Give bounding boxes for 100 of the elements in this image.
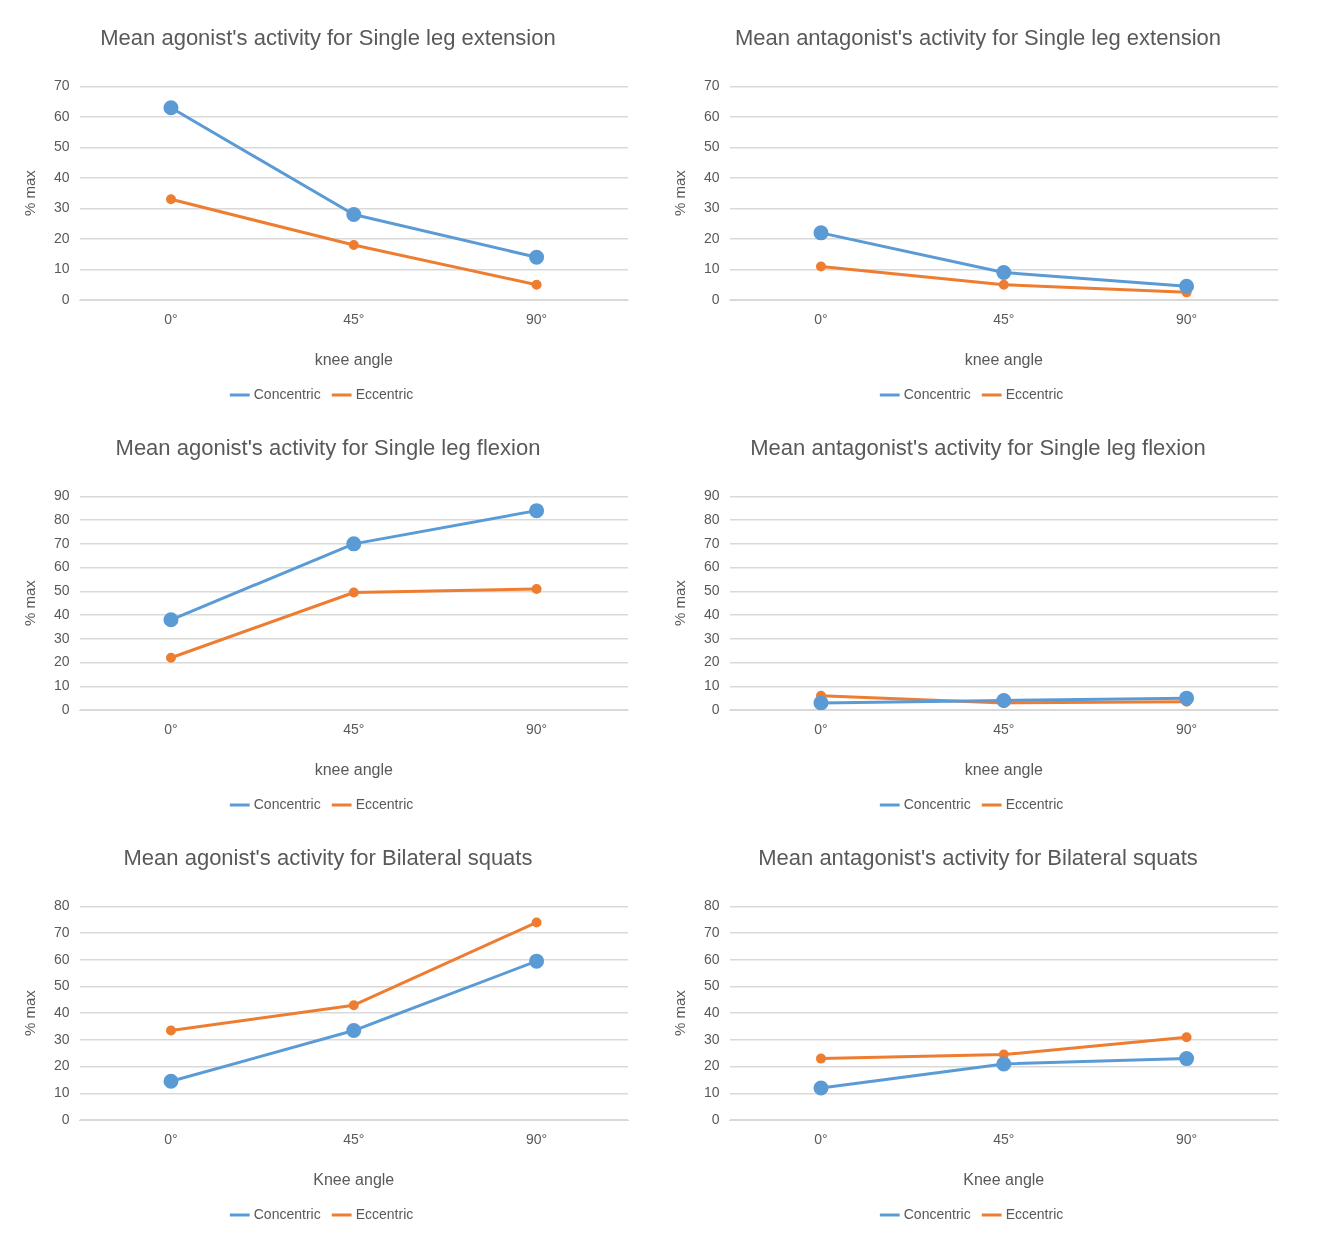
x-tick-label: 45° (993, 721, 1015, 738)
y-tick-label: 30 (53, 199, 70, 216)
y-tick-label: 50 (703, 138, 720, 155)
chart-title: Mean agonist's activity for Single leg flexion (114, 434, 542, 462)
y-tick-label: 10 (703, 260, 720, 277)
legend-label: Eccentric (1005, 795, 1064, 812)
y-tick-label: 70 (53, 923, 70, 940)
x-tick-label: 0° (814, 311, 828, 328)
y-tick-label: 60 (53, 107, 70, 124)
y-tick-label: 0 (711, 1110, 720, 1127)
y-tick-label: 20 (53, 229, 70, 246)
x-tick-label: 45° (343, 1131, 365, 1148)
y-tick-label: 10 (703, 677, 720, 694)
y-tick-label: 60 (703, 107, 720, 124)
x-tick-label: 45° (343, 311, 365, 328)
y-tick-label: 30 (703, 1030, 720, 1047)
x-tick-label: 45° (343, 721, 365, 738)
y-tick-label: 20 (53, 1057, 70, 1074)
x-tick-label: 90° (526, 1131, 548, 1148)
y-tick-label: 40 (53, 168, 70, 185)
y-tick-label: 80 (53, 510, 70, 527)
legend-label: Eccentric (355, 385, 414, 402)
y-axis-title: % max (671, 169, 689, 217)
y-tick-label: 10 (53, 677, 70, 694)
y-tick-label: 70 (53, 534, 70, 551)
y-tick-label: 80 (703, 510, 720, 527)
legend-label: Eccentric (1005, 385, 1064, 402)
y-tick-label: 0 (711, 290, 720, 307)
chart-title: Mean antagonist's activity for Single leg flexion (749, 434, 1207, 462)
y-tick-label: 40 (53, 605, 70, 622)
x-tick-label: 0° (164, 311, 178, 328)
y-tick-label: 70 (703, 534, 720, 551)
chart-title: Mean agonist's activity for Bilateral squats (122, 844, 534, 872)
y-tick-label: 40 (703, 1004, 720, 1021)
y-tick-label: 10 (53, 260, 70, 277)
x-tick-label: 90° (1176, 311, 1198, 328)
y-tick-label: 30 (53, 629, 70, 646)
y-tick-label: 60 (53, 558, 70, 575)
y-tick-label: 0 (61, 290, 70, 307)
legend-label: Concentric (903, 385, 971, 402)
x-tick-label: 0° (814, 1131, 828, 1148)
y-axis-title: % max (671, 579, 689, 627)
x-axis-title: Knee angle (963, 1170, 1045, 1188)
chart-title: Mean agonist's activity for Single leg extension (99, 24, 557, 52)
legend-label: Concentric (253, 795, 321, 812)
legend-label: Eccentric (1005, 1205, 1064, 1222)
x-axis-title: knee angle (964, 760, 1044, 778)
y-tick-label: 80 (703, 897, 720, 914)
y-tick-label: 70 (703, 923, 720, 940)
x-tick-label: 45° (993, 1131, 1015, 1148)
chart-title: Mean antagonist's activity for Bilateral squats (757, 844, 1199, 872)
y-tick-label: 80 (53, 897, 70, 914)
chart-title: Mean antagonist's activity for Single leg extension (734, 24, 1222, 52)
x-tick-label: 90° (1176, 721, 1198, 738)
y-tick-label: 20 (703, 653, 720, 670)
y-axis-title: % max (21, 169, 39, 217)
y-tick-label: 50 (53, 138, 70, 155)
y-tick-label: 30 (703, 629, 720, 646)
y-tick-label: 60 (703, 950, 720, 967)
y-tick-label: 30 (53, 1030, 70, 1047)
y-tick-label: 90 (703, 487, 720, 504)
x-tick-label: 45° (993, 311, 1015, 328)
y-tick-label: 30 (703, 199, 720, 216)
y-tick-label: 50 (53, 977, 70, 994)
y-tick-label: 20 (703, 229, 720, 246)
legend-label: Concentric (253, 1205, 321, 1222)
y-tick-label: 0 (61, 1110, 70, 1127)
y-tick-label: 70 (53, 77, 70, 94)
y-tick-label: 60 (53, 950, 70, 967)
y-tick-label: 50 (703, 582, 720, 599)
y-tick-label: 60 (703, 558, 720, 575)
y-tick-label: 40 (703, 605, 720, 622)
y-tick-label: 90 (53, 487, 70, 504)
y-tick-label: 50 (703, 977, 720, 994)
x-axis-title: knee angle (314, 760, 394, 778)
x-axis-title: Knee angle (313, 1170, 395, 1188)
y-tick-label: 0 (61, 700, 70, 717)
y-tick-label: 70 (703, 77, 720, 94)
y-tick-label: 20 (703, 1057, 720, 1074)
x-tick-label: 0° (814, 721, 828, 738)
y-axis-title: % max (21, 579, 39, 627)
y-tick-label: 0 (711, 700, 720, 717)
y-tick-label: 10 (53, 1084, 70, 1101)
legend-label: Eccentric (355, 1205, 414, 1222)
y-tick-label: 50 (53, 582, 70, 599)
legend-label: Concentric (253, 385, 321, 402)
y-tick-label: 40 (53, 1004, 70, 1021)
y-axis-title: % max (671, 989, 689, 1037)
y-tick-label: 20 (53, 653, 70, 670)
x-axis-title: knee angle (964, 350, 1044, 368)
x-axis-title: knee angle (314, 350, 394, 368)
legend-label: Eccentric (355, 795, 414, 812)
legend-label: Concentric (903, 1205, 971, 1222)
y-tick-label: 40 (703, 168, 720, 185)
y-axis-title: % max (21, 989, 39, 1037)
y-tick-label: 10 (703, 1084, 720, 1101)
x-tick-label: 90° (526, 311, 548, 328)
x-tick-label: 90° (526, 721, 548, 738)
legend-label: Concentric (903, 795, 971, 812)
x-tick-label: 0° (164, 721, 178, 738)
